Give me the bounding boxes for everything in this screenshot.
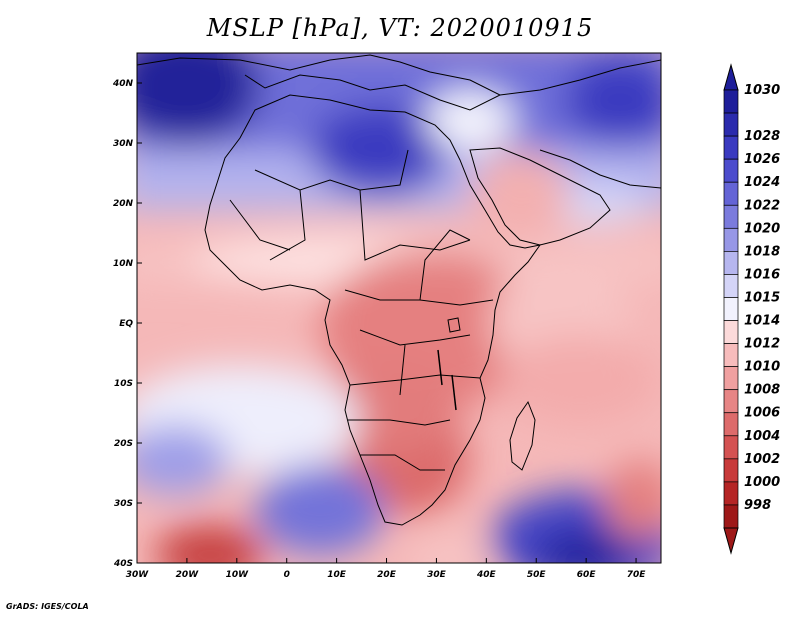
x-tick-label: 40E — [476, 570, 497, 580]
colorbar-swatch — [723, 227, 739, 252]
colorbar-swatch — [723, 389, 739, 414]
colorbar-label: 1006 — [744, 406, 780, 421]
colorbar-swatch — [723, 297, 739, 321]
colorbar-swatch — [723, 320, 739, 344]
y-tick-label: 40N — [112, 79, 134, 89]
coastline-overlay — [137, 54, 661, 526]
x-tick-label: 60E — [577, 570, 597, 580]
colorbar-swatch — [723, 366, 739, 391]
colorbar-swatch — [723, 204, 739, 229]
x-tick-label: 10E — [327, 570, 347, 580]
colorbar-label: 1016 — [744, 267, 780, 282]
colorbar-label: 1004 — [744, 429, 780, 444]
colorbar-label: 1014 — [744, 314, 780, 329]
y-tick-label: 10N — [113, 259, 134, 269]
y-tick-label: 40S — [113, 559, 133, 569]
x-tick-label: 50E — [527, 570, 547, 580]
x-tick-label: 30W — [126, 570, 150, 580]
colorbar-swatch — [723, 412, 739, 437]
colorbar-swatch — [723, 181, 739, 206]
x-tick-label: 20E — [377, 570, 397, 580]
colorbar-label: 1002 — [744, 452, 780, 467]
plot-frame — [136, 52, 662, 564]
colorbar-swatch — [723, 274, 739, 298]
colorbar-label: 1020 — [744, 221, 780, 236]
colorbar-swatch — [723, 481, 739, 506]
x-tick-label: 20W — [176, 570, 200, 580]
colorbar-swatch — [723, 135, 739, 160]
colorbar-swatch — [723, 458, 739, 483]
grads-credit: GrADS: IGES/COLA — [6, 602, 89, 611]
colorbar-swatch — [723, 435, 739, 460]
colorbar: 1030 1028 1026 1024 1022 1020 1018 1016 1015 1014… — [723, 63, 780, 555]
y-tick-label: 30S — [114, 499, 133, 509]
y-tick-label: 10S — [114, 379, 133, 389]
colorbar-swatch — [723, 343, 739, 367]
colorbar-label: 1028 — [744, 129, 780, 144]
map-title: MSLP [hPa], VT: 2020010915 — [206, 14, 594, 42]
colorbar-max-triangle — [723, 63, 739, 91]
y-tick-label: 20S — [114, 439, 133, 449]
colorbar-swatch — [723, 158, 739, 183]
colorbar-label: 1000 — [744, 475, 780, 490]
colorbar-label: 1030 — [744, 83, 780, 98]
y-axis: 40N 30N 20N 10N EQ 10S 20S 30S 40S — [112, 79, 142, 569]
colorbar-label: 1015 — [744, 290, 780, 305]
colorbar-swatch — [723, 89, 739, 114]
colorbar-label: 1026 — [744, 152, 780, 167]
x-tick-label: 70E — [627, 570, 647, 580]
colorbar-swatch — [723, 251, 739, 275]
colorbar-label: 1012 — [744, 337, 780, 352]
x-tick-label: 10W — [226, 570, 250, 580]
y-tick-label: 20N — [113, 199, 134, 209]
y-tick-label: 30N — [113, 139, 134, 149]
x-axis: 30W 20W 10W 0 10E 20E 30E 40E 50E 60E 70E — [126, 558, 646, 580]
colorbar-label: 1024 — [744, 175, 780, 190]
colorbar-label: 1010 — [744, 360, 780, 375]
colorbar-label: 1018 — [744, 244, 780, 259]
colorbar-swatch — [723, 504, 739, 529]
colorbar-label: 1008 — [744, 383, 780, 398]
colorbar-label: 1022 — [744, 198, 780, 213]
pressure-field — [137, 53, 661, 563]
y-tick-label: EQ — [119, 319, 133, 329]
x-tick-label: 30E — [427, 570, 447, 580]
colorbar-min-triangle — [723, 527, 739, 555]
colorbar-swatch — [723, 112, 739, 137]
x-tick-label: 0 — [284, 570, 290, 580]
colorbar-label: 998 — [744, 498, 771, 513]
